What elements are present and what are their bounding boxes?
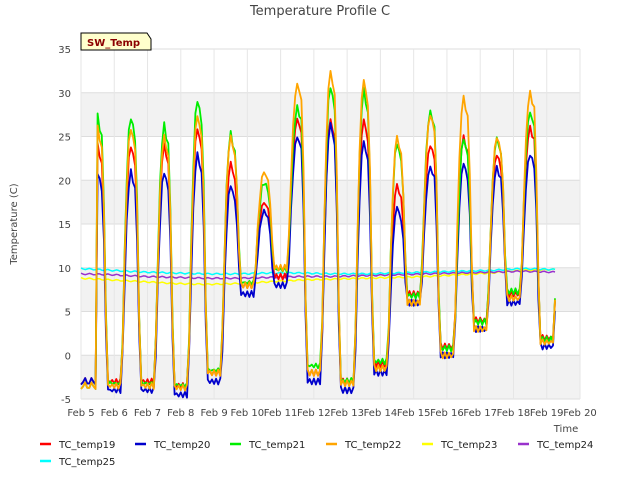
chart-title: Temperature Profile C (249, 4, 390, 19)
legend-label: TC_temp21 (248, 440, 305, 451)
y-axis-label: Temperature (C) (9, 183, 20, 265)
series-TC_temp20 (80, 122, 556, 399)
x-tick-label: Feb 5 (67, 408, 94, 419)
y-tick-label: 15 (58, 220, 71, 231)
axis-ticks: -5 0 5 10 15 20 25 30 35 Feb 5 Feb 6 Feb 7 Feb 8 Feb … (58, 45, 597, 419)
x-tick-label: Feb 16 (430, 408, 464, 419)
y-tick-label: 10 (58, 264, 71, 275)
x-tick-label: Feb 10 (231, 408, 265, 419)
legend: TC_temp19 TC_temp20 TC_temp21 TC_temp22 TC_t… (40, 440, 593, 468)
series-TC_temp22 (80, 70, 556, 392)
x-tick-label: Feb 19 (530, 408, 564, 419)
legend-label: TC_temp24 (536, 440, 593, 451)
y-tick-label: 20 (58, 176, 71, 187)
x-tick-label: Feb 6 (101, 408, 128, 419)
legend-label: TC_temp20 (153, 440, 210, 451)
legend-label: TC_temp19 (58, 440, 115, 451)
y-tick-label: 35 (58, 45, 71, 56)
sw-temp-badge: SW_Temp (80, 32, 152, 51)
x-tick-label: Feb 7 (134, 408, 161, 419)
x-tick-label: Feb 9 (200, 408, 227, 419)
x-tick-label: Feb 12 (297, 408, 331, 419)
y-tick-label: 5 (65, 308, 71, 319)
x-tick-label: Feb 20 (563, 408, 597, 419)
badge-label: SW_Temp (87, 38, 140, 49)
y-tick-label: 0 (65, 351, 71, 362)
x-tick-label: Feb 14 (364, 408, 398, 419)
plot-band (81, 355, 580, 399)
x-tick-label: Feb 11 (264, 408, 298, 419)
series-TC_temp23 (80, 268, 556, 286)
y-tick-label: 30 (58, 89, 71, 100)
legend-label: TC_temp25 (58, 457, 115, 468)
x-tick-label: Feb 8 (167, 408, 194, 419)
plot-band (81, 180, 580, 224)
y-tick-label: 25 (58, 133, 71, 144)
x-axis-label: Time (553, 424, 578, 435)
series-TC_temp24 (80, 269, 556, 280)
x-tick-label: Feb 18 (497, 408, 531, 419)
series-TC_temp25 (80, 267, 556, 276)
legend-label: TC_temp22 (344, 440, 401, 451)
badge-shape (80, 32, 152, 51)
y-tick-label: -5 (61, 395, 71, 406)
x-tick-label: Feb 13 (330, 408, 364, 419)
x-tick-label: Feb 17 (463, 408, 497, 419)
x-tick-label: Feb 15 (397, 408, 431, 419)
legend-label: TC_temp23 (440, 440, 497, 451)
series-lines (80, 70, 556, 399)
